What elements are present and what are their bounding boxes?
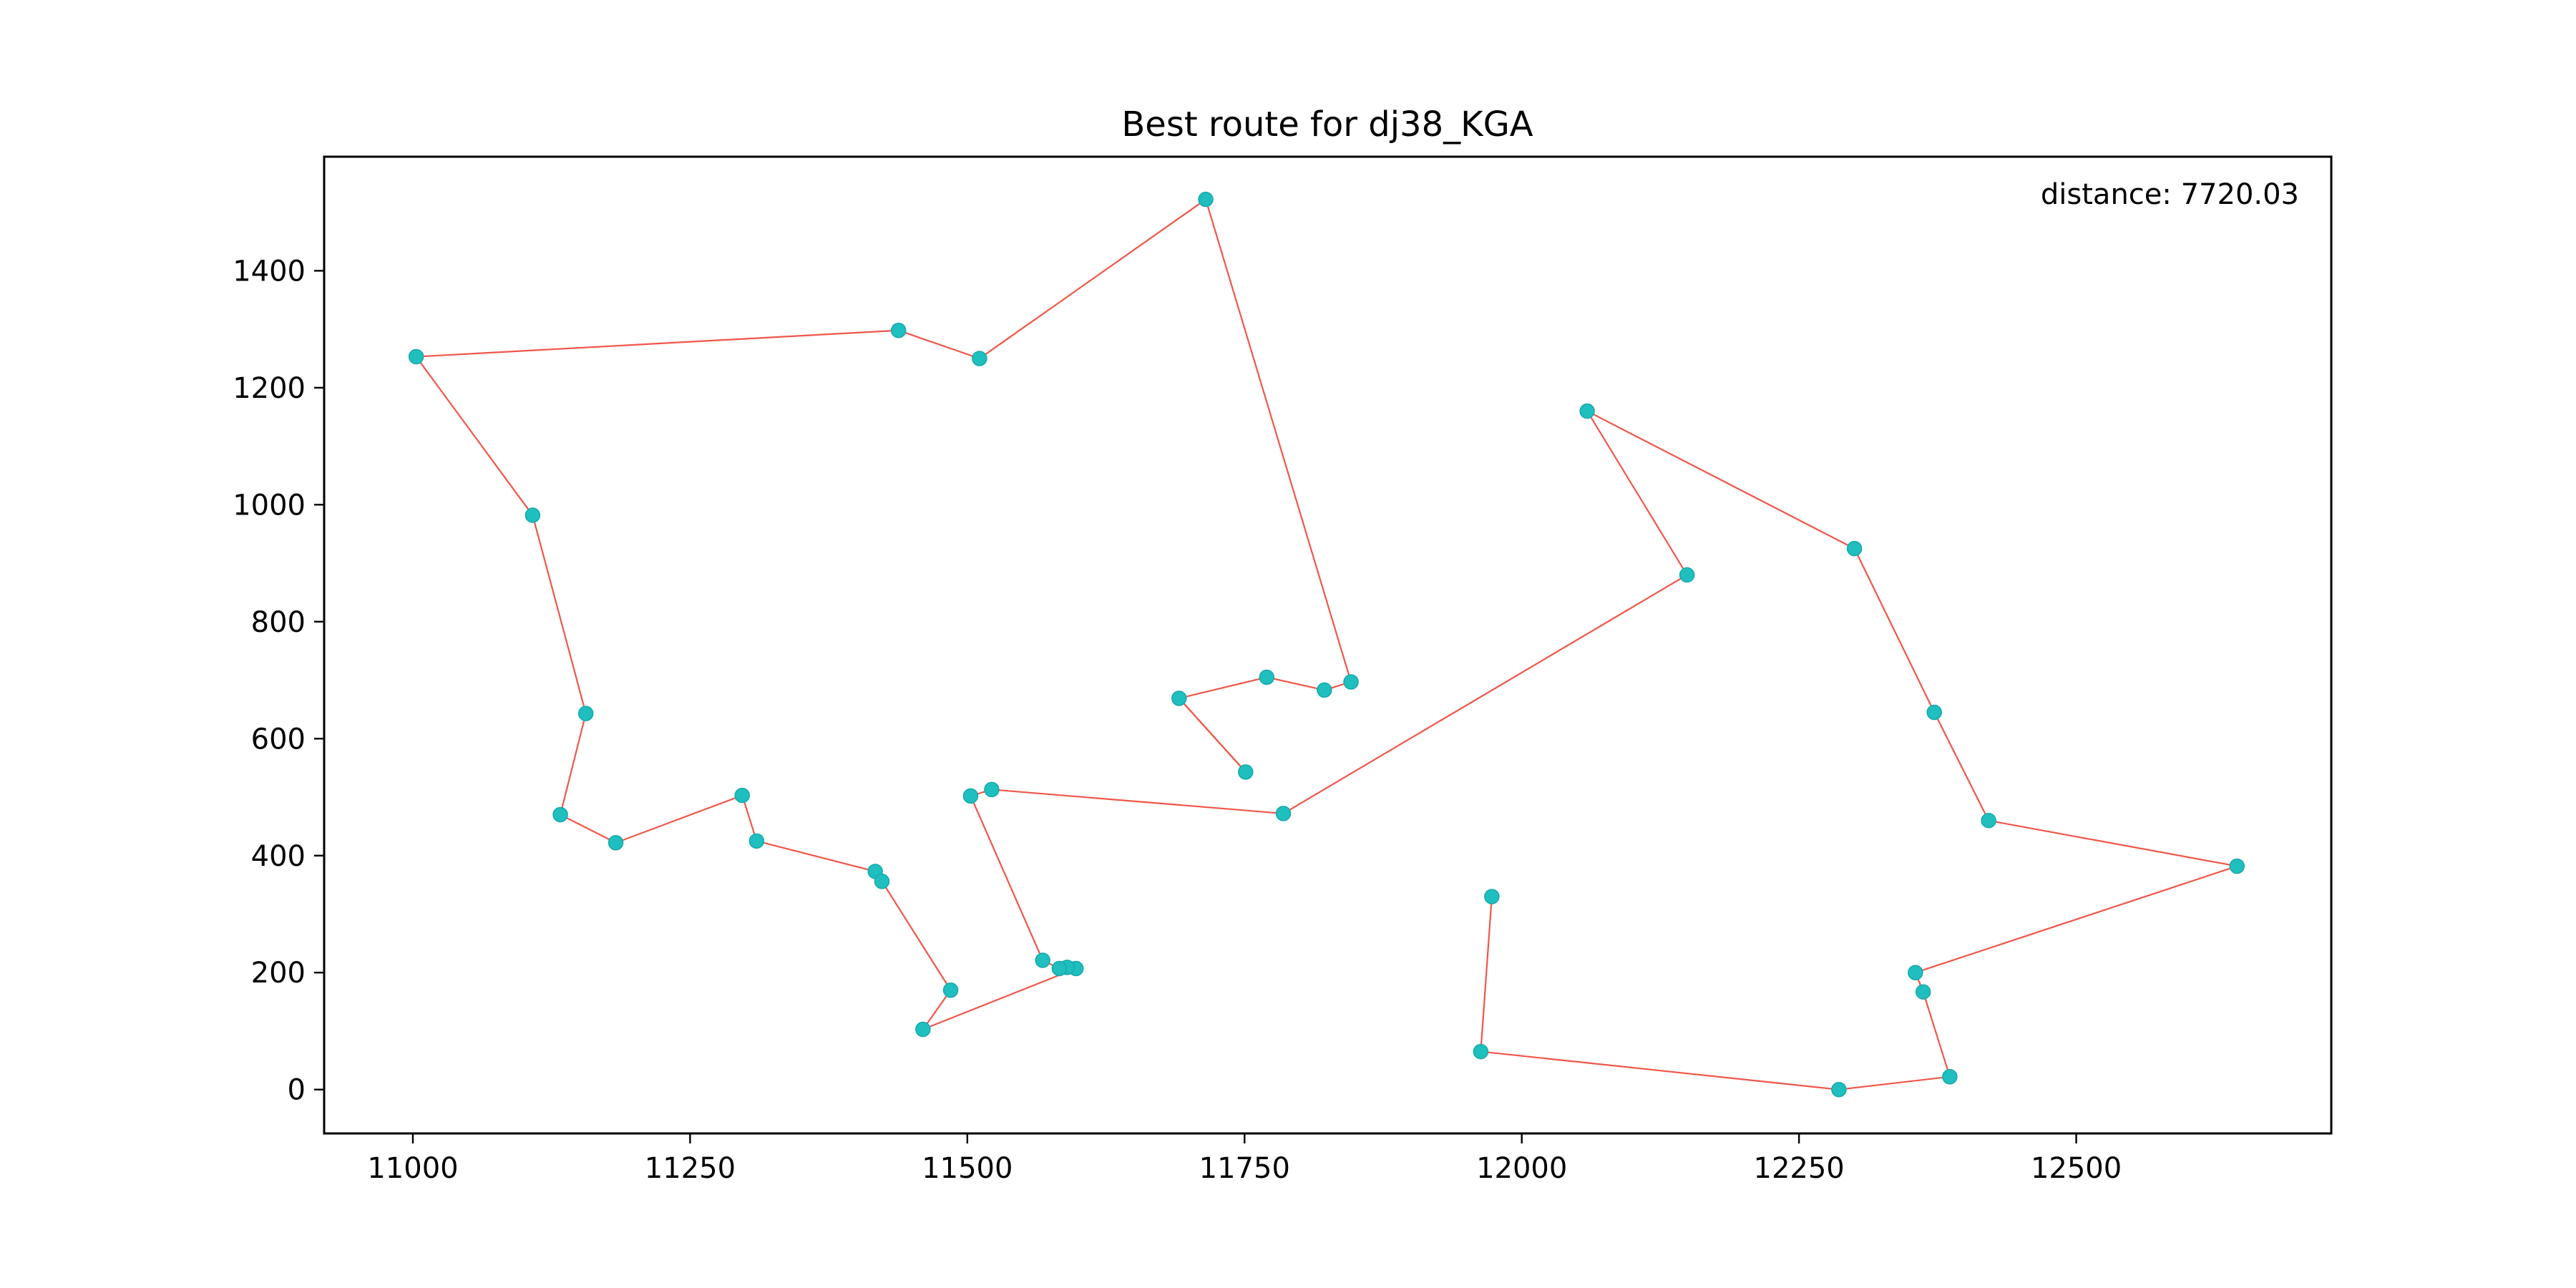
y-tick-label: 800 <box>251 606 306 639</box>
x-tick-label: 11750 <box>1199 1152 1290 1185</box>
plot-frame <box>323 155 2333 1135</box>
route-segment <box>922 967 1077 1030</box>
y-tick-label: 1000 <box>233 489 306 522</box>
x-tick-label: 11000 <box>367 1152 458 1185</box>
y-tick-label: 400 <box>251 840 306 873</box>
route-segment <box>1922 991 1951 1078</box>
city-point <box>1259 669 1275 686</box>
city-point <box>1831 1081 1847 1098</box>
city-point <box>608 835 624 851</box>
route-segment <box>1282 574 1688 814</box>
city-point <box>1275 806 1292 821</box>
route-segment <box>922 990 952 1030</box>
city-point <box>1484 889 1500 904</box>
route-segment <box>1480 1050 1840 1091</box>
city-point <box>1981 812 1996 829</box>
city-point <box>1579 403 1595 419</box>
route-segment <box>416 329 899 358</box>
city-point <box>2229 858 2245 874</box>
city-point <box>1915 984 1931 1000</box>
city-point <box>1679 567 1695 583</box>
route-segment <box>1838 1075 1951 1091</box>
city-point <box>915 1021 931 1038</box>
route-segment <box>615 794 743 844</box>
y-tick-label: 200 <box>251 957 306 990</box>
y-tick-label: 0 <box>288 1074 306 1107</box>
route-segment <box>560 814 617 844</box>
city-point <box>748 833 765 849</box>
x-axis: 11000 11250 11500 11750 12000 12250 12500 <box>367 1133 2122 1185</box>
city-point <box>972 351 987 366</box>
x-tick-label: 12000 <box>1476 1152 1567 1185</box>
route-segment <box>979 198 1206 359</box>
x-tick-label: 12250 <box>1754 1152 1845 1185</box>
city-point <box>1908 965 1923 980</box>
city-point <box>1926 704 1942 721</box>
city-point <box>942 982 959 998</box>
route-segment <box>1480 896 1493 1052</box>
city-point <box>1846 540 1863 557</box>
city-point <box>984 781 1000 798</box>
city-point <box>408 348 424 365</box>
city-point <box>734 787 750 804</box>
route-segment <box>1179 676 1267 699</box>
city-point <box>874 873 890 889</box>
route-segment <box>756 840 876 872</box>
route-segment <box>415 356 534 516</box>
route-segment <box>1267 676 1325 691</box>
city-point <box>1343 674 1359 690</box>
route-segment <box>898 329 980 360</box>
y-tick-label: 1200 <box>233 372 306 405</box>
route-segment <box>991 789 1284 814</box>
route-segment <box>1915 865 2238 974</box>
route-segment <box>1988 819 2238 867</box>
city-point <box>962 788 979 804</box>
route-segment <box>881 881 952 991</box>
city-point <box>1051 960 1068 977</box>
city-point <box>1317 682 1332 698</box>
route-segment <box>1586 410 1855 550</box>
route-segment <box>1179 698 1246 773</box>
city-point <box>1473 1043 1489 1060</box>
chart-title: Best route for dj38_KGA <box>1121 104 1533 145</box>
x-tick-label: 11500 <box>922 1152 1013 1185</box>
city-point <box>1942 1068 1958 1085</box>
city-point <box>1171 691 1187 706</box>
route-segment <box>1933 712 1990 821</box>
plot-area <box>408 191 2245 1098</box>
city-point <box>1238 764 1254 780</box>
city-point <box>552 806 568 823</box>
route-segment <box>1853 548 1936 713</box>
distance-annotation: distance: 7720.03 <box>2041 178 2299 211</box>
city-point <box>891 323 907 338</box>
y-tick-label: 600 <box>251 723 306 756</box>
city-point <box>1035 952 1050 968</box>
route-segment <box>1204 199 1352 683</box>
route-segment <box>1586 410 1688 575</box>
x-tick-label: 11250 <box>645 1152 736 1185</box>
y-axis: 0 200 400 600 800 1000 1200 1400 <box>233 255 324 1107</box>
route-segment <box>560 713 587 815</box>
y-tick-label: 1400 <box>233 255 306 288</box>
city-point <box>525 507 541 523</box>
route-segment <box>970 795 1044 961</box>
x-tick-label: 12500 <box>2031 1152 2122 1185</box>
city-point <box>1198 191 1214 208</box>
route-segment <box>532 514 587 714</box>
city-point <box>577 706 594 721</box>
route-segment <box>741 795 758 841</box>
